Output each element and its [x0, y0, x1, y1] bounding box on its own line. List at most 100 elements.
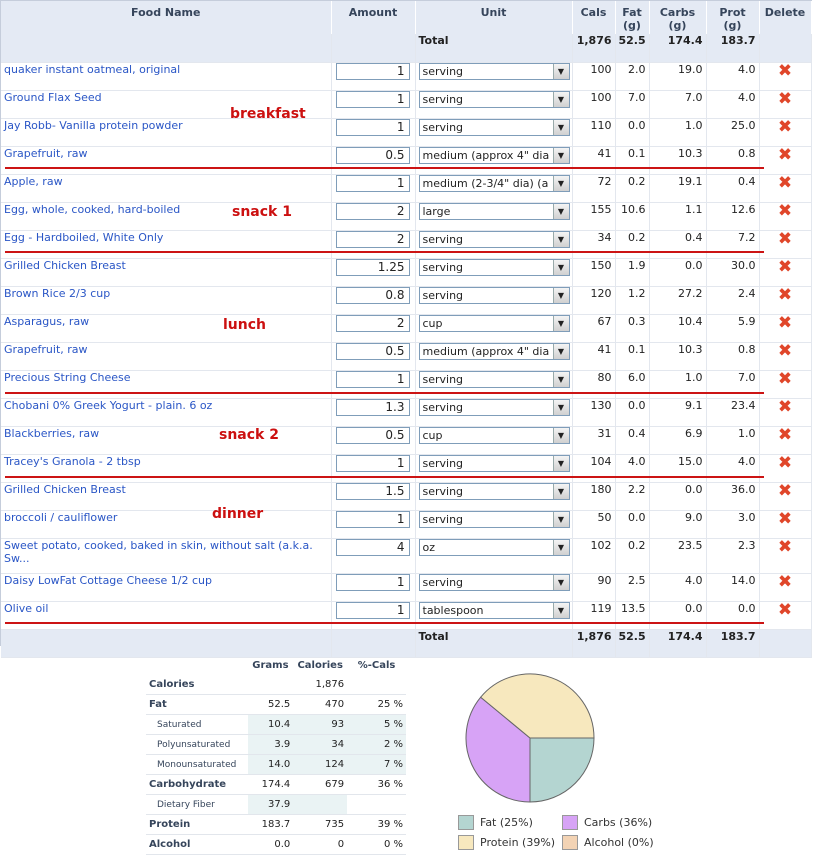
- food-name-link[interactable]: Daisy LowFat Cottage Cheese 1/2 cup: [1, 573, 332, 602]
- amount-input[interactable]: 1: [335, 62, 410, 80]
- unit-select[interactable]: serving ▼: [418, 482, 570, 500]
- amount-input[interactable]: 1: [335, 510, 410, 528]
- food-name-link[interactable]: Apple, raw: [1, 174, 332, 203]
- amount-input[interactable]: 4: [335, 538, 410, 556]
- delete-icon[interactable]: ✖: [777, 599, 793, 620]
- unit-select[interactable]: oz ▼: [418, 538, 570, 556]
- amount-input[interactable]: 2: [335, 314, 410, 332]
- chevron-down-icon[interactable]: ▼: [552, 427, 569, 443]
- food-name-link[interactable]: Olive oil: [1, 601, 332, 630]
- chevron-down-icon[interactable]: ▼: [552, 231, 569, 247]
- chevron-down-icon[interactable]: ▼: [552, 175, 569, 191]
- food-name-link[interactable]: Grilled Chicken Breast: [1, 482, 332, 511]
- delete-icon[interactable]: ✖: [777, 571, 793, 592]
- amount-input[interactable]: 1: [335, 174, 410, 192]
- unit-select[interactable]: cup ▼: [418, 426, 570, 444]
- delete-icon[interactable]: ✖: [777, 424, 793, 445]
- food-name-link[interactable]: Grapefruit, raw: [1, 342, 332, 371]
- chevron-down-icon[interactable]: ▼: [552, 483, 569, 499]
- amount-input[interactable]: 1: [335, 370, 410, 388]
- unit-select[interactable]: serving ▼: [418, 62, 570, 80]
- food-name-link[interactable]: Chobani 0% Greek Yogurt - plain. 6 oz: [1, 398, 332, 427]
- delete-icon[interactable]: ✖: [777, 480, 793, 501]
- food-name-link[interactable]: Jay Robb- Vanilla protein powder: [1, 118, 332, 147]
- unit-select[interactable]: serving ▼: [418, 286, 570, 304]
- unit-select[interactable]: medium (2-3/4" dia) (a ▼: [418, 174, 570, 192]
- amount-input[interactable]: 2: [335, 230, 410, 248]
- delete-icon[interactable]: ✖: [777, 312, 793, 333]
- delete-icon[interactable]: ✖: [777, 536, 793, 557]
- delete-icon[interactable]: ✖: [777, 284, 793, 305]
- food-name-link[interactable]: Asparagus, raw: [1, 314, 332, 343]
- delete-icon[interactable]: ✖: [777, 368, 793, 389]
- unit-select[interactable]: serving ▼: [418, 118, 570, 136]
- unit-select[interactable]: serving ▼: [418, 398, 570, 416]
- food-name-link[interactable]: Grapefruit, raw: [1, 146, 332, 175]
- chevron-down-icon[interactable]: ▼: [552, 602, 569, 618]
- unit-select[interactable]: serving ▼: [418, 370, 570, 388]
- unit-select[interactable]: large ▼: [418, 202, 570, 220]
- unit-select[interactable]: serving ▼: [418, 258, 570, 276]
- amount-input[interactable]: 0.5: [335, 146, 410, 164]
- delete-icon[interactable]: ✖: [777, 172, 793, 193]
- food-name-link[interactable]: broccoli / cauliflower: [1, 510, 332, 539]
- unit-select[interactable]: cup ▼: [418, 314, 570, 332]
- delete-icon[interactable]: ✖: [777, 340, 793, 361]
- delete-icon[interactable]: ✖: [777, 228, 793, 249]
- amount-input[interactable]: 1.25: [335, 258, 410, 276]
- delete-icon[interactable]: ✖: [777, 200, 793, 221]
- amount-input[interactable]: 1: [335, 90, 410, 108]
- food-name-link[interactable]: Sweet potato, cooked, baked in skin, wit…: [1, 538, 332, 574]
- chevron-down-icon[interactable]: ▼: [552, 315, 569, 331]
- delete-icon[interactable]: ✖: [777, 88, 793, 109]
- food-name-link[interactable]: Egg - Hardboiled, White Only: [1, 230, 332, 259]
- chevron-down-icon[interactable]: ▼: [552, 63, 569, 79]
- chevron-down-icon[interactable]: ▼: [552, 343, 569, 359]
- chevron-down-icon[interactable]: ▼: [552, 511, 569, 527]
- amount-input[interactable]: 1: [335, 454, 410, 472]
- amount-input[interactable]: 2: [335, 202, 410, 220]
- delete-icon[interactable]: ✖: [777, 256, 793, 277]
- food-name-link[interactable]: Blackberries, raw: [1, 426, 332, 455]
- fat-cell: 0.2: [615, 174, 650, 203]
- delete-icon[interactable]: ✖: [777, 60, 793, 81]
- amount-input[interactable]: 0.8: [335, 286, 410, 304]
- chevron-down-icon[interactable]: ▼: [552, 259, 569, 275]
- chevron-down-icon[interactable]: ▼: [552, 539, 569, 555]
- food-name-link[interactable]: Grilled Chicken Breast: [1, 258, 332, 287]
- amount-input[interactable]: 0.5: [335, 342, 410, 360]
- unit-select[interactable]: medium (approx 4" dia ▼: [418, 342, 570, 360]
- amount-input[interactable]: 1: [335, 118, 410, 136]
- chevron-down-icon[interactable]: ▼: [552, 574, 569, 590]
- unit-select[interactable]: serving ▼: [418, 90, 570, 108]
- amount-input[interactable]: 1: [335, 573, 410, 591]
- food-name-link[interactable]: Egg, whole, cooked, hard-boiled: [1, 202, 332, 231]
- delete-icon[interactable]: ✖: [777, 144, 793, 165]
- delete-icon[interactable]: ✖: [777, 116, 793, 137]
- chevron-down-icon[interactable]: ▼: [552, 119, 569, 135]
- unit-cell: medium (approx 4" dia ▼: [415, 342, 573, 371]
- chevron-down-icon[interactable]: ▼: [552, 455, 569, 471]
- unit-select[interactable]: serving ▼: [418, 510, 570, 528]
- chevron-down-icon[interactable]: ▼: [552, 91, 569, 107]
- unit-select[interactable]: serving ▼: [418, 230, 570, 248]
- chevron-down-icon[interactable]: ▼: [552, 287, 569, 303]
- food-name-link[interactable]: Ground Flax Seed: [1, 90, 332, 119]
- chevron-down-icon[interactable]: ▼: [552, 399, 569, 415]
- amount-input[interactable]: 1.3: [335, 398, 410, 416]
- chevron-down-icon[interactable]: ▼: [552, 203, 569, 219]
- food-name-link[interactable]: Brown Rice 2/3 cup: [1, 286, 332, 315]
- amount-input[interactable]: 1: [335, 601, 410, 619]
- food-name-link[interactable]: quaker instant oatmeal, original: [1, 62, 332, 91]
- unit-select[interactable]: tablespoon ▼: [418, 601, 570, 619]
- delete-icon[interactable]: ✖: [777, 508, 793, 529]
- delete-icon[interactable]: ✖: [777, 396, 793, 417]
- chevron-down-icon[interactable]: ▼: [552, 147, 569, 163]
- chevron-down-icon[interactable]: ▼: [552, 371, 569, 387]
- unit-select[interactable]: serving ▼: [418, 573, 570, 591]
- unit-select[interactable]: medium (approx 4" dia ▼: [418, 146, 570, 164]
- unit-select[interactable]: serving ▼: [418, 454, 570, 472]
- delete-icon[interactable]: ✖: [777, 452, 793, 473]
- amount-input[interactable]: 1.5: [335, 482, 410, 500]
- amount-input[interactable]: 0.5: [335, 426, 410, 444]
